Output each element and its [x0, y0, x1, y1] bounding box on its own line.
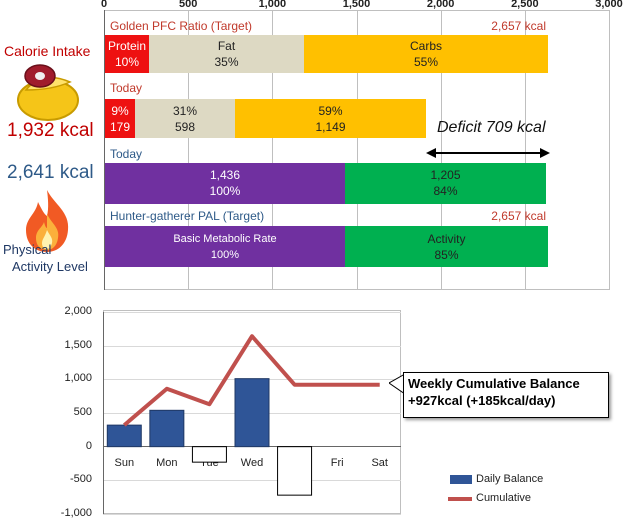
- bottom-y-tick-label: 1,000: [64, 372, 92, 385]
- pfc-target-fat-bar: Fat 35%: [149, 35, 304, 73]
- pfc-target-total: 2,657 kcal: [491, 19, 546, 33]
- pal-today-title: Today: [110, 147, 143, 161]
- cumulative-line: [122, 334, 380, 427]
- top-gridline: [440, 10, 442, 290]
- pal-target-title: Hunter-gatherer PAL (Target): [110, 209, 265, 223]
- bottom-gridline: [103, 345, 401, 347]
- top-gridline: [188, 10, 190, 290]
- pfc-target-fat-pct: 35%: [214, 55, 239, 69]
- pfc-today-protein-kcal: 179: [109, 120, 131, 134]
- bottom-day-label: Fri: [330, 457, 344, 469]
- bottom-day-label: Sat: [371, 457, 388, 469]
- top-gridline: [272, 10, 274, 290]
- pal-today-activity-kcal: 1,205: [430, 168, 461, 182]
- intake-value: 1,932 kcal: [7, 120, 94, 141]
- pal-target-bmr-bar: Basic Metabolic Rate 100%: [105, 226, 345, 267]
- physical-label-line1: Physical: [3, 242, 52, 257]
- pal-today-activity-pct: 84%: [433, 184, 458, 198]
- bottom-day-label: Mon: [156, 457, 178, 469]
- legend-cumulative-swatch: [448, 497, 472, 501]
- callout-line1: Weekly Cumulative Balance: [408, 376, 580, 391]
- pal-target-activity-bar: Activity 85%: [345, 226, 548, 267]
- top-axis-line: [104, 10, 105, 290]
- food-icon: [17, 64, 79, 121]
- pfc-today-fat-pct: 31%: [172, 104, 198, 118]
- pfc-today-fat-kcal: 598: [174, 120, 196, 134]
- bottom-y-axis: [103, 312, 104, 514]
- legend-daily-swatch: [450, 475, 472, 484]
- pal-target-total: 2,657 kcal: [491, 209, 546, 223]
- top-axis-tick-label: 500: [178, 0, 198, 10]
- callout-box: Weekly Cumulative Balance +927kcal (+185…: [403, 372, 609, 418]
- legend-cumulative-label: Cumulative: [476, 492, 532, 504]
- pal-today-bmr-bar: 1,436 100%: [105, 163, 345, 204]
- pal-target-bmr-name: Basic Metabolic Rate: [173, 233, 277, 245]
- pal-today-bmr-kcal: 1,436: [209, 168, 241, 182]
- flame-icon: [26, 190, 69, 252]
- pfc-today-protein-bar: 9% 179: [105, 99, 135, 138]
- deficit-arrow: [426, 148, 550, 158]
- bottom-gridline: [103, 514, 401, 515]
- bottom-y-tick-label: 1,500: [64, 338, 92, 351]
- bottom-gridline: [103, 312, 401, 313]
- pfc-today-title: Today: [110, 81, 143, 95]
- daily-balance-bar: [191, 446, 227, 463]
- pal-target-activity-name: Activity: [427, 232, 466, 246]
- pfc-target-protein-name: Protein: [107, 39, 147, 53]
- pfc-target-title: Golden PFC Ratio (Target): [110, 19, 253, 33]
- bottom-y-tick-label: 500: [73, 406, 92, 418]
- bottom-day-label: Sun: [114, 457, 135, 469]
- top-gridline: [524, 10, 526, 290]
- pfc-today-carbs-pct: 59%: [318, 104, 343, 118]
- daily-balance-bar: [106, 424, 142, 448]
- pfc-target-carbs-bar: Carbs 55%: [304, 35, 548, 73]
- pal-target-activity-pct: 85%: [434, 248, 459, 262]
- pal-today-activity-bar: 1,205 84%: [345, 163, 546, 204]
- daily-balance-bar: [277, 446, 313, 496]
- top-gridline: [356, 10, 358, 290]
- daily-balance-bar: [149, 409, 185, 448]
- pfc-today-protein-pct: 9%: [111, 104, 129, 118]
- pfc-today-carbs-bar: 59% 1,149: [235, 99, 426, 138]
- bottom-gridline: [103, 480, 401, 482]
- physical-label-line2: Activity Level: [12, 259, 88, 274]
- pfc-today-fat-bar: 31% 598: [135, 99, 235, 138]
- top-axis-tick-label: 1,000: [258, 0, 287, 10]
- bottom-day-label: Wed: [240, 457, 264, 469]
- pfc-target-fat-name: Fat: [217, 39, 236, 53]
- bottom-y-tick-label: -500: [69, 473, 92, 486]
- legend-daily-label: Daily Balance: [476, 473, 544, 485]
- daily-balance-bar: [234, 378, 270, 448]
- calorie-intake-label: Calorie Intake: [4, 43, 91, 59]
- pfc-target-carbs-name: Carbs: [409, 39, 442, 53]
- deficit-label: Deficit 709 kcal: [437, 119, 546, 136]
- callout-line2: +927kcal (+185kcal/day): [408, 393, 556, 408]
- top-axis-tick-label: 2,500: [511, 0, 539, 10]
- pal-today-bmr-pct: 100%: [209, 184, 241, 198]
- top-axis-tick-label: 3,000: [595, 0, 623, 10]
- expenditure-value: 2,641 kcal: [7, 162, 94, 183]
- pfc-target-protein-pct: 10%: [114, 55, 140, 69]
- top-axis-tick-label: 0: [100, 0, 108, 10]
- bottom-y-tick-label: -1,000: [60, 507, 92, 519]
- pfc-target-carbs-pct: 55%: [413, 55, 439, 69]
- bottom-y-tick-label: 0: [85, 439, 92, 452]
- pal-target-bmr-pct: 100%: [210, 249, 240, 261]
- bottom-chart-svg: [106, 334, 380, 496]
- pfc-target-protein-bar: Protein 10%: [105, 35, 149, 73]
- top-axis-tick-label: 2,000: [426, 0, 455, 10]
- pfc-today-carbs-kcal: 1,149: [315, 120, 346, 134]
- top-gridline: [609, 10, 610, 290]
- bottom-y-tick-label: 2,000: [64, 305, 92, 317]
- top-axis-tick-label: 1,500: [342, 0, 371, 10]
